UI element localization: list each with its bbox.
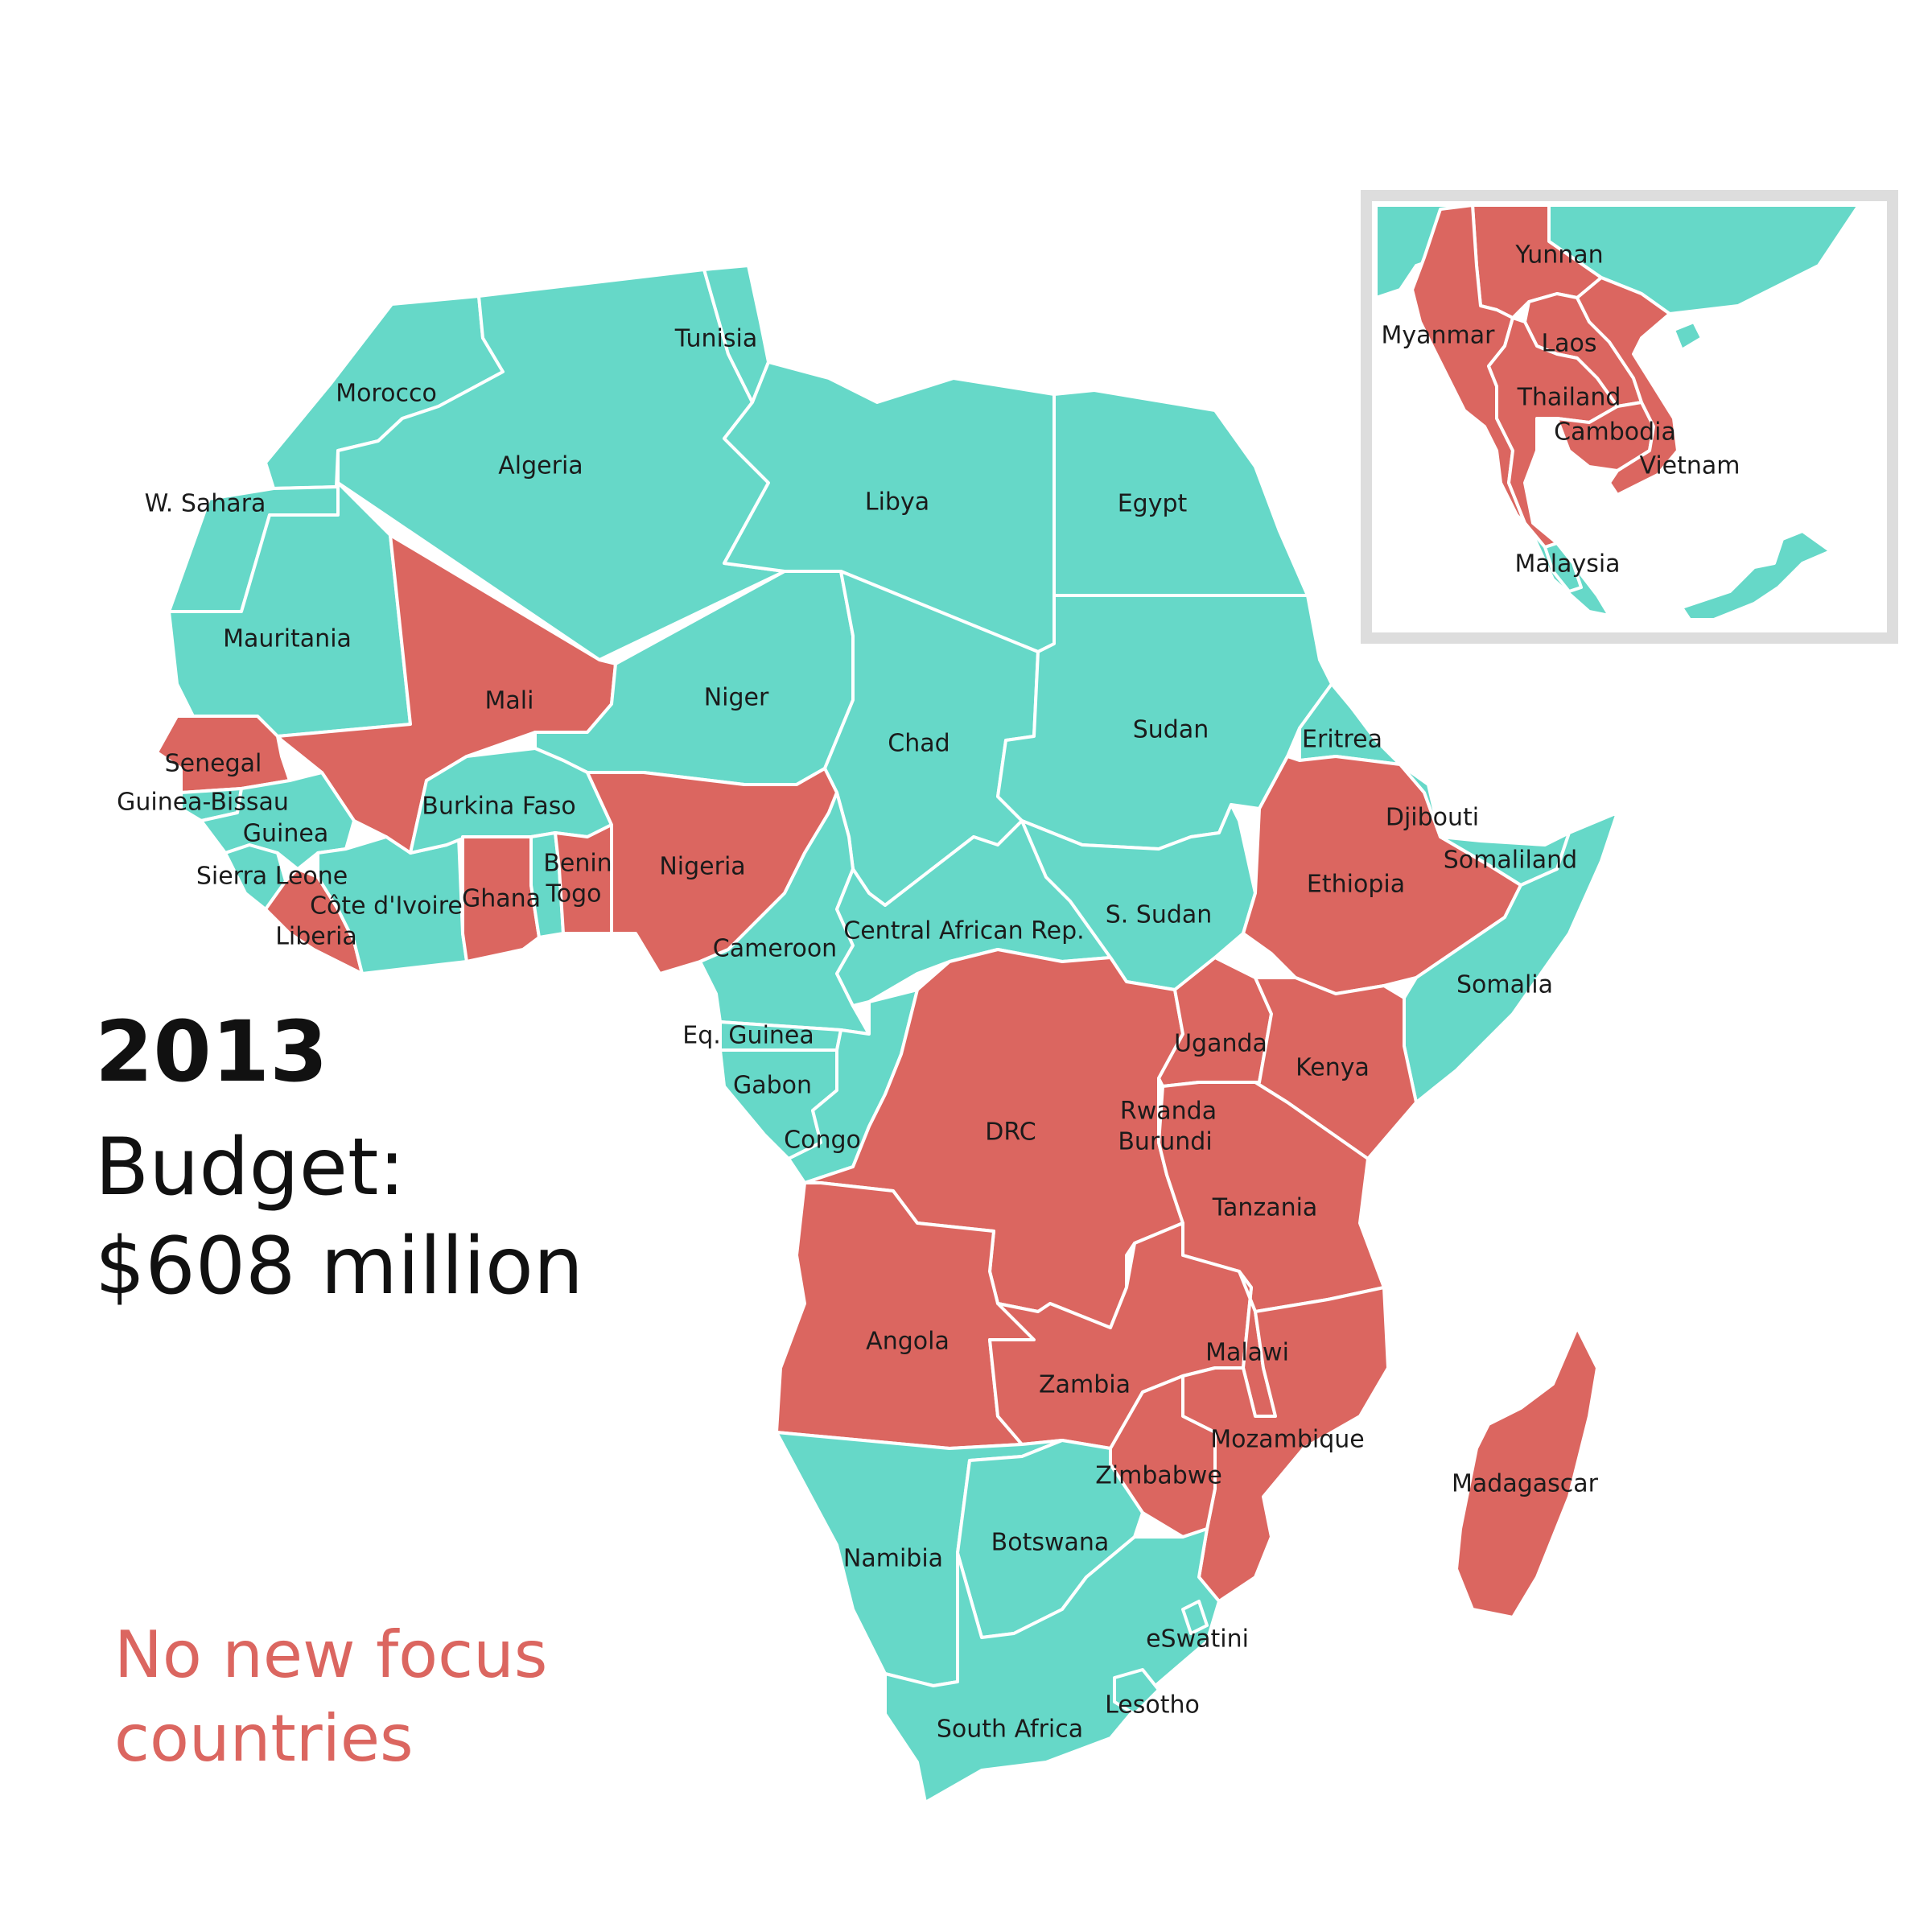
label-mauritania: Mauritania bbox=[223, 625, 352, 653]
label-guinea: Guinea bbox=[243, 820, 328, 848]
inset-malaysia bbox=[1543, 542, 1583, 593]
label-guinea-bissau: Guinea-Bissau bbox=[117, 789, 289, 817]
label-ethiopia: Ethiopia bbox=[1307, 871, 1405, 899]
label-w-sahara: W. Sahara bbox=[145, 490, 266, 518]
label-rwanda: Rwanda bbox=[1120, 1098, 1217, 1126]
africa-map bbox=[155, 264, 1619, 1804]
label-s-sudan: S. Sudan bbox=[1106, 901, 1213, 929]
label-djibouti: Djibouti bbox=[1386, 804, 1479, 832]
country-south-africa bbox=[884, 1527, 1221, 1804]
budget-text: Budget: $608 million bbox=[95, 1118, 583, 1317]
focus-note: No new focus countries bbox=[114, 1613, 547, 1781]
label-sudan: Sudan bbox=[1133, 716, 1209, 744]
label-burkina-faso: Burkina Faso bbox=[422, 793, 575, 821]
label-somaliland: Somaliland bbox=[1444, 847, 1577, 875]
label-vietnam: Vietnam bbox=[1639, 452, 1740, 480]
label-botswana: Botswana bbox=[991, 1529, 1110, 1557]
budget-value: $608 million bbox=[95, 1221, 583, 1313]
label-senegal: Senegal bbox=[165, 750, 262, 778]
label-ghana: Ghana bbox=[462, 885, 541, 913]
label-laos: Laos bbox=[1541, 330, 1596, 358]
label-south-africa: South Africa bbox=[937, 1716, 1083, 1744]
label-car: Central African Rep. bbox=[843, 917, 1084, 945]
label-gabon: Gabon bbox=[733, 1072, 812, 1100]
label-namibia: Namibia bbox=[843, 1545, 943, 1573]
label-yunnan: Yunnan bbox=[1514, 241, 1603, 270]
country-benin bbox=[554, 823, 613, 935]
label-uganda: Uganda bbox=[1174, 1030, 1267, 1058]
label-sierra-leone: Sierra Leone bbox=[196, 863, 348, 891]
label-libya: Libya bbox=[865, 488, 929, 517]
label-tanzania: Tanzania bbox=[1212, 1194, 1318, 1222]
focus-note-line1: No new focus bbox=[114, 1617, 548, 1692]
label-benin: Benin bbox=[543, 850, 612, 878]
label-cameroon: Cameroon bbox=[713, 935, 837, 963]
country-lesotho bbox=[1113, 1668, 1160, 1716]
asia-labels: Yunnan Myanmar Laos Thailand Cambodia Vi… bbox=[1382, 241, 1740, 579]
label-mozambique: Mozambique bbox=[1210, 1426, 1364, 1454]
label-egypt: Egypt bbox=[1118, 490, 1188, 518]
label-algeria: Algeria bbox=[498, 452, 583, 480]
label-liberia: Liberia bbox=[275, 923, 357, 951]
label-eritrea: Eritrea bbox=[1302, 726, 1382, 754]
label-kenya: Kenya bbox=[1296, 1054, 1370, 1082]
label-lesotho: Lesotho bbox=[1105, 1691, 1200, 1720]
label-burundi: Burundi bbox=[1118, 1128, 1212, 1156]
inset-hainan bbox=[1672, 320, 1703, 352]
label-cote-divoire: Côte d'Ivoire bbox=[310, 892, 463, 921]
label-myanmar: Myanmar bbox=[1382, 322, 1496, 350]
label-togo: Togo bbox=[546, 880, 602, 908]
africa-labels: Morocco W. Sahara Algeria Tunisia Libya … bbox=[117, 325, 1599, 1744]
label-somalia: Somalia bbox=[1456, 971, 1553, 999]
label-thailand: Thailand bbox=[1517, 384, 1621, 412]
inset-vietnam bbox=[1576, 276, 1679, 496]
label-malawi: Malawi bbox=[1205, 1339, 1289, 1367]
label-congo: Congo bbox=[784, 1127, 861, 1155]
label-madagascar: Madagascar bbox=[1452, 1470, 1599, 1498]
label-tunisia: Tunisia bbox=[674, 325, 757, 353]
southeast-asia-inset bbox=[1361, 190, 1898, 644]
label-cambodia: Cambodia bbox=[1554, 418, 1676, 447]
label-angola: Angola bbox=[866, 1328, 950, 1356]
label-zambia: Zambia bbox=[1039, 1371, 1131, 1399]
label-eq-guinea: Eq. Guinea bbox=[682, 1022, 814, 1050]
label-malaysia: Malaysia bbox=[1514, 550, 1620, 579]
label-zimbabwe: Zimbabwe bbox=[1095, 1462, 1222, 1490]
label-nigeria: Nigeria bbox=[659, 853, 745, 881]
label-chad: Chad bbox=[888, 730, 950, 758]
country-eswatini bbox=[1181, 1600, 1209, 1635]
label-morocco: Morocco bbox=[336, 380, 437, 408]
label-drc: DRC bbox=[985, 1118, 1036, 1147]
focus-note-line2: countries bbox=[114, 1701, 414, 1776]
budget-label: Budget: bbox=[95, 1122, 406, 1213]
inset-thailand bbox=[1487, 316, 1619, 549]
label-mali: Mali bbox=[485, 687, 534, 715]
year-heading: 2013 bbox=[95, 1003, 328, 1101]
label-eswatini: eSwatini bbox=[1146, 1625, 1249, 1654]
label-niger: Niger bbox=[704, 684, 769, 712]
country-kenya bbox=[1254, 976, 1418, 1160]
country-madagascar bbox=[1455, 1326, 1599, 1619]
inset-borneo bbox=[1680, 529, 1832, 621]
